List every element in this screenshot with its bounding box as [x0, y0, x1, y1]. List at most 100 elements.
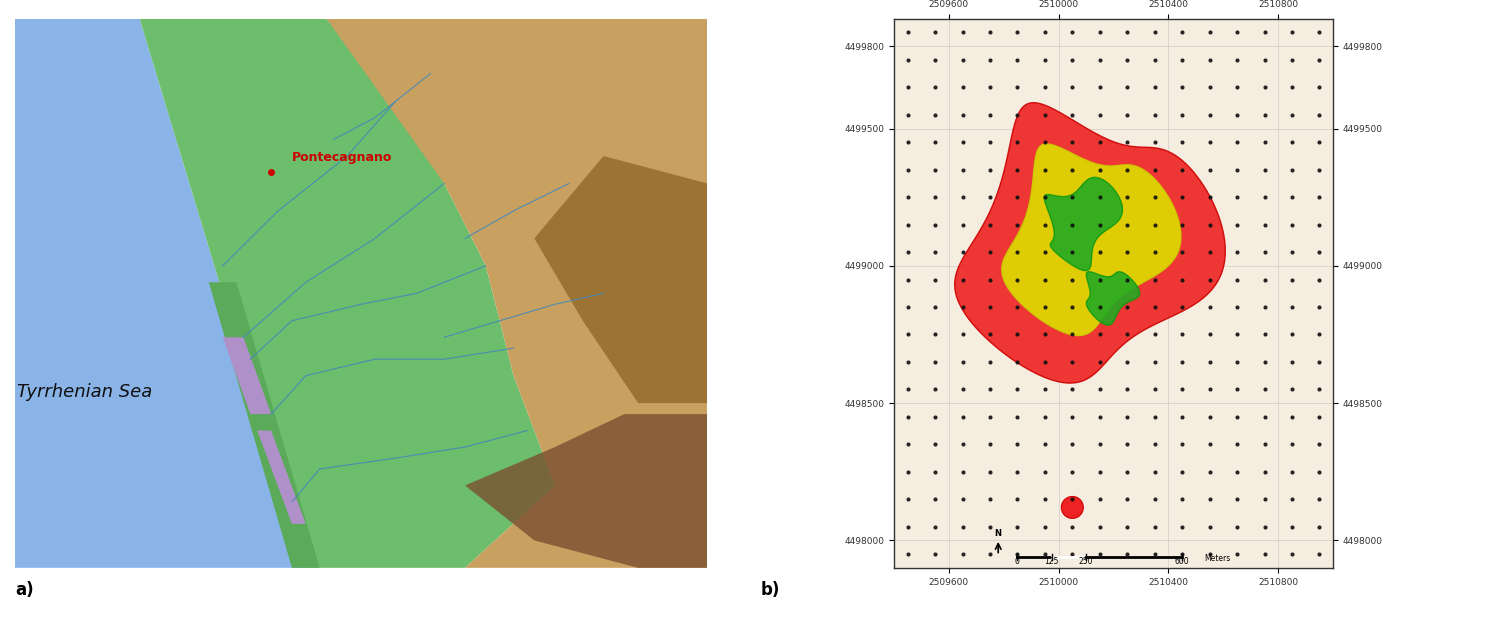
Point: [1116, 329, 1140, 339]
Point: [1225, 192, 1249, 202]
Point: [1116, 27, 1140, 37]
Point: [924, 137, 947, 147]
Point: [1143, 55, 1167, 65]
Point: [1280, 549, 1304, 559]
Point: [924, 549, 947, 559]
Point: [1225, 275, 1249, 285]
Point: [1170, 82, 1194, 92]
Point: [1061, 192, 1085, 202]
Point: [1032, 247, 1056, 257]
Point: [1006, 494, 1029, 504]
Point: [1032, 439, 1056, 449]
Point: [895, 522, 919, 532]
Point: [1061, 137, 1085, 147]
Point: [1225, 412, 1249, 422]
Point: [895, 412, 919, 422]
Point: [979, 110, 1003, 120]
Point: [950, 302, 974, 312]
Point: [950, 357, 974, 367]
Point: [1088, 329, 1112, 339]
Point: [1198, 55, 1222, 65]
Point: [950, 439, 974, 449]
Point: [979, 357, 1003, 367]
Point: [924, 384, 947, 394]
Point: [1006, 27, 1029, 37]
Point: [1253, 357, 1277, 367]
Point: [1032, 494, 1056, 504]
Point: [1061, 275, 1085, 285]
Point: [924, 110, 947, 120]
Point: [1170, 55, 1194, 65]
Point: [1198, 494, 1222, 504]
Point: [1061, 110, 1085, 120]
Point: [1170, 384, 1194, 394]
Point: [1198, 522, 1222, 532]
Point: [979, 165, 1003, 175]
Point: [1006, 220, 1029, 230]
Point: [1006, 329, 1029, 339]
Point: [1225, 302, 1249, 312]
Point: [1170, 27, 1194, 37]
Point: [1032, 55, 1056, 65]
Point: [979, 220, 1003, 230]
Point: [1116, 467, 1140, 477]
Point: [1225, 247, 1249, 257]
Point: [1280, 55, 1304, 65]
Point: [924, 329, 947, 339]
Point: [1061, 220, 1085, 230]
Point: [1307, 220, 1331, 230]
Point: [1116, 55, 1140, 65]
Point: [1198, 165, 1222, 175]
Point: [1032, 467, 1056, 477]
Point: [1307, 137, 1331, 147]
Point: [1225, 27, 1249, 37]
Polygon shape: [327, 19, 707, 568]
Point: [1061, 467, 1085, 477]
Point: [979, 329, 1003, 339]
Text: Meters: Meters: [1204, 553, 1231, 563]
Point: [1225, 82, 1249, 92]
Point: [1280, 220, 1304, 230]
Point: [1143, 522, 1167, 532]
Point: [924, 220, 947, 230]
Point: [1032, 302, 1056, 312]
Point: [979, 192, 1003, 202]
Point: [1198, 549, 1222, 559]
Point: [895, 549, 919, 559]
Text: N: N: [995, 529, 1001, 539]
Point: [1198, 329, 1222, 339]
Text: b): b): [761, 581, 780, 599]
Point: [1061, 27, 1085, 37]
Point: [1006, 275, 1029, 285]
Point: [1032, 137, 1056, 147]
Point: [950, 247, 974, 257]
Point: [1170, 220, 1194, 230]
Point: [1280, 329, 1304, 339]
Point: [1088, 384, 1112, 394]
Point: [1253, 82, 1277, 92]
Polygon shape: [15, 19, 306, 568]
Point: [1225, 165, 1249, 175]
Point: [1116, 302, 1140, 312]
Text: 250: 250: [1079, 557, 1094, 566]
Polygon shape: [209, 282, 319, 568]
Point: [979, 82, 1003, 92]
Polygon shape: [1086, 272, 1140, 325]
Point: [1061, 384, 1085, 394]
Point: [1032, 165, 1056, 175]
Point: [1198, 357, 1222, 367]
Point: [895, 384, 919, 394]
Point: [924, 412, 947, 422]
Point: [1032, 357, 1056, 367]
Point: [1088, 110, 1112, 120]
Point: [1088, 494, 1112, 504]
Point: [924, 82, 947, 92]
Point: [1032, 110, 1056, 120]
Point: [1170, 165, 1194, 175]
Point: [1253, 110, 1277, 120]
Point: [1280, 110, 1304, 120]
Point: [1143, 494, 1167, 504]
Point: [924, 27, 947, 37]
Point: [1280, 384, 1304, 394]
Point: [1061, 439, 1085, 449]
